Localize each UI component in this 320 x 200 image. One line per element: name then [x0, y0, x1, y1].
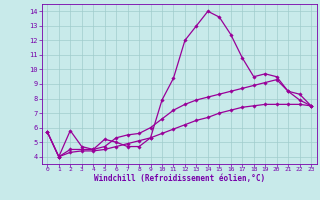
X-axis label: Windchill (Refroidissement éolien,°C): Windchill (Refroidissement éolien,°C): [94, 174, 265, 183]
